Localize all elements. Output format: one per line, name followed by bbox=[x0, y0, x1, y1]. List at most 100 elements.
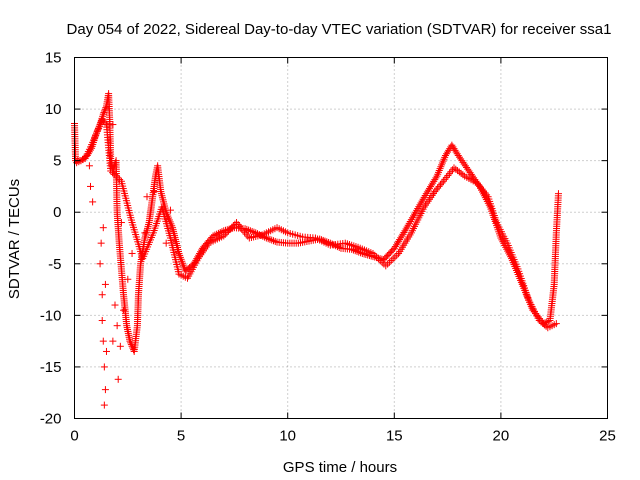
data-point bbox=[141, 229, 149, 237]
data-point bbox=[432, 174, 440, 182]
data-point bbox=[353, 247, 361, 255]
data-point bbox=[107, 167, 115, 175]
data-point bbox=[459, 171, 467, 179]
data-point bbox=[427, 183, 435, 191]
x-tick-label: 25 bbox=[599, 428, 616, 445]
data-point bbox=[423, 188, 431, 196]
data-point bbox=[86, 182, 94, 190]
data-point bbox=[436, 181, 444, 189]
data-point bbox=[266, 235, 274, 243]
data-point bbox=[116, 342, 124, 350]
data-point bbox=[371, 251, 379, 259]
data-point bbox=[422, 190, 430, 198]
y-tick-label: 10 bbox=[45, 101, 62, 118]
data-point bbox=[393, 239, 401, 247]
data-point bbox=[271, 237, 279, 245]
data-point bbox=[431, 188, 439, 196]
chart-title: Day 054 of 2022, Sidereal Day-to-day VTE… bbox=[67, 21, 612, 38]
data-point bbox=[112, 172, 120, 180]
data-point bbox=[99, 224, 107, 232]
data-point bbox=[395, 237, 403, 245]
data-point bbox=[430, 177, 438, 185]
data-point bbox=[457, 169, 465, 177]
x-tick-label: 5 bbox=[177, 428, 185, 445]
data-point bbox=[438, 179, 446, 187]
y-tick-label: -5 bbox=[48, 256, 61, 273]
data-point bbox=[264, 235, 272, 243]
data-point bbox=[114, 375, 122, 383]
data-point bbox=[387, 257, 395, 265]
data-point bbox=[114, 174, 122, 182]
data-point bbox=[539, 319, 547, 327]
data-point bbox=[109, 169, 117, 177]
data-point bbox=[455, 168, 463, 176]
y-tick-label: -20 bbox=[40, 411, 62, 428]
data-point bbox=[109, 121, 117, 129]
data-point bbox=[99, 337, 107, 345]
data-point bbox=[424, 186, 432, 194]
data-point bbox=[425, 184, 433, 192]
data-point bbox=[431, 176, 439, 184]
data-point bbox=[396, 236, 404, 244]
x-axis-label: GPS time / hours bbox=[283, 459, 397, 476]
data-point bbox=[102, 104, 110, 112]
data-point bbox=[128, 249, 136, 257]
data-point bbox=[378, 258, 386, 266]
data-point bbox=[223, 229, 231, 237]
axis-ticks: 0 5 10 15 20 25 -20 -15 -10 -5 0 5 10 15 bbox=[40, 50, 616, 445]
data-point bbox=[389, 255, 397, 263]
data-point bbox=[269, 237, 277, 245]
y-tick-label: 0 bbox=[53, 204, 61, 221]
y-tick-label: 15 bbox=[45, 50, 62, 67]
data-point bbox=[110, 170, 118, 178]
data-point bbox=[450, 164, 458, 172]
data-point bbox=[444, 172, 452, 180]
y-tick-label: 5 bbox=[53, 153, 61, 170]
data-point bbox=[213, 230, 221, 238]
data-point bbox=[142, 228, 150, 236]
data-point bbox=[369, 249, 377, 257]
data-point bbox=[268, 236, 276, 244]
data-point bbox=[143, 193, 151, 201]
data-point bbox=[150, 188, 158, 196]
data-point bbox=[96, 260, 104, 268]
x-tick-label: 0 bbox=[70, 428, 78, 445]
data-point bbox=[229, 222, 237, 230]
data-point bbox=[117, 219, 125, 227]
data-point bbox=[391, 243, 399, 251]
data-point bbox=[398, 232, 406, 240]
data-point bbox=[116, 176, 124, 184]
data-point bbox=[100, 401, 108, 409]
data-point bbox=[102, 347, 110, 355]
data-point bbox=[391, 253, 399, 261]
y-axis-label: SDTVAR / TECUs bbox=[6, 179, 23, 299]
data-point bbox=[400, 229, 408, 237]
data-point bbox=[554, 190, 562, 198]
data-point bbox=[101, 119, 109, 127]
data-point bbox=[435, 182, 443, 190]
data-point bbox=[166, 206, 174, 214]
data-point bbox=[382, 262, 390, 270]
data-point bbox=[100, 117, 108, 125]
data-point bbox=[144, 222, 152, 230]
data-point bbox=[384, 260, 392, 268]
data-point bbox=[120, 306, 128, 314]
data-point bbox=[98, 291, 106, 299]
data-point bbox=[220, 232, 228, 240]
data-point bbox=[429, 179, 437, 187]
data-point bbox=[108, 157, 116, 165]
data-point bbox=[221, 230, 229, 238]
data-point bbox=[442, 173, 450, 181]
data-point bbox=[124, 275, 132, 283]
data-point bbox=[228, 224, 236, 232]
data-point bbox=[373, 253, 381, 261]
plot-frame bbox=[74, 57, 608, 419]
x-tick-label: 20 bbox=[493, 428, 510, 445]
data-point bbox=[374, 255, 382, 263]
data-point bbox=[85, 162, 93, 170]
x-tick-label: 10 bbox=[279, 428, 296, 445]
data-point bbox=[162, 239, 170, 247]
data-point bbox=[535, 317, 543, 325]
data-point bbox=[248, 227, 256, 235]
